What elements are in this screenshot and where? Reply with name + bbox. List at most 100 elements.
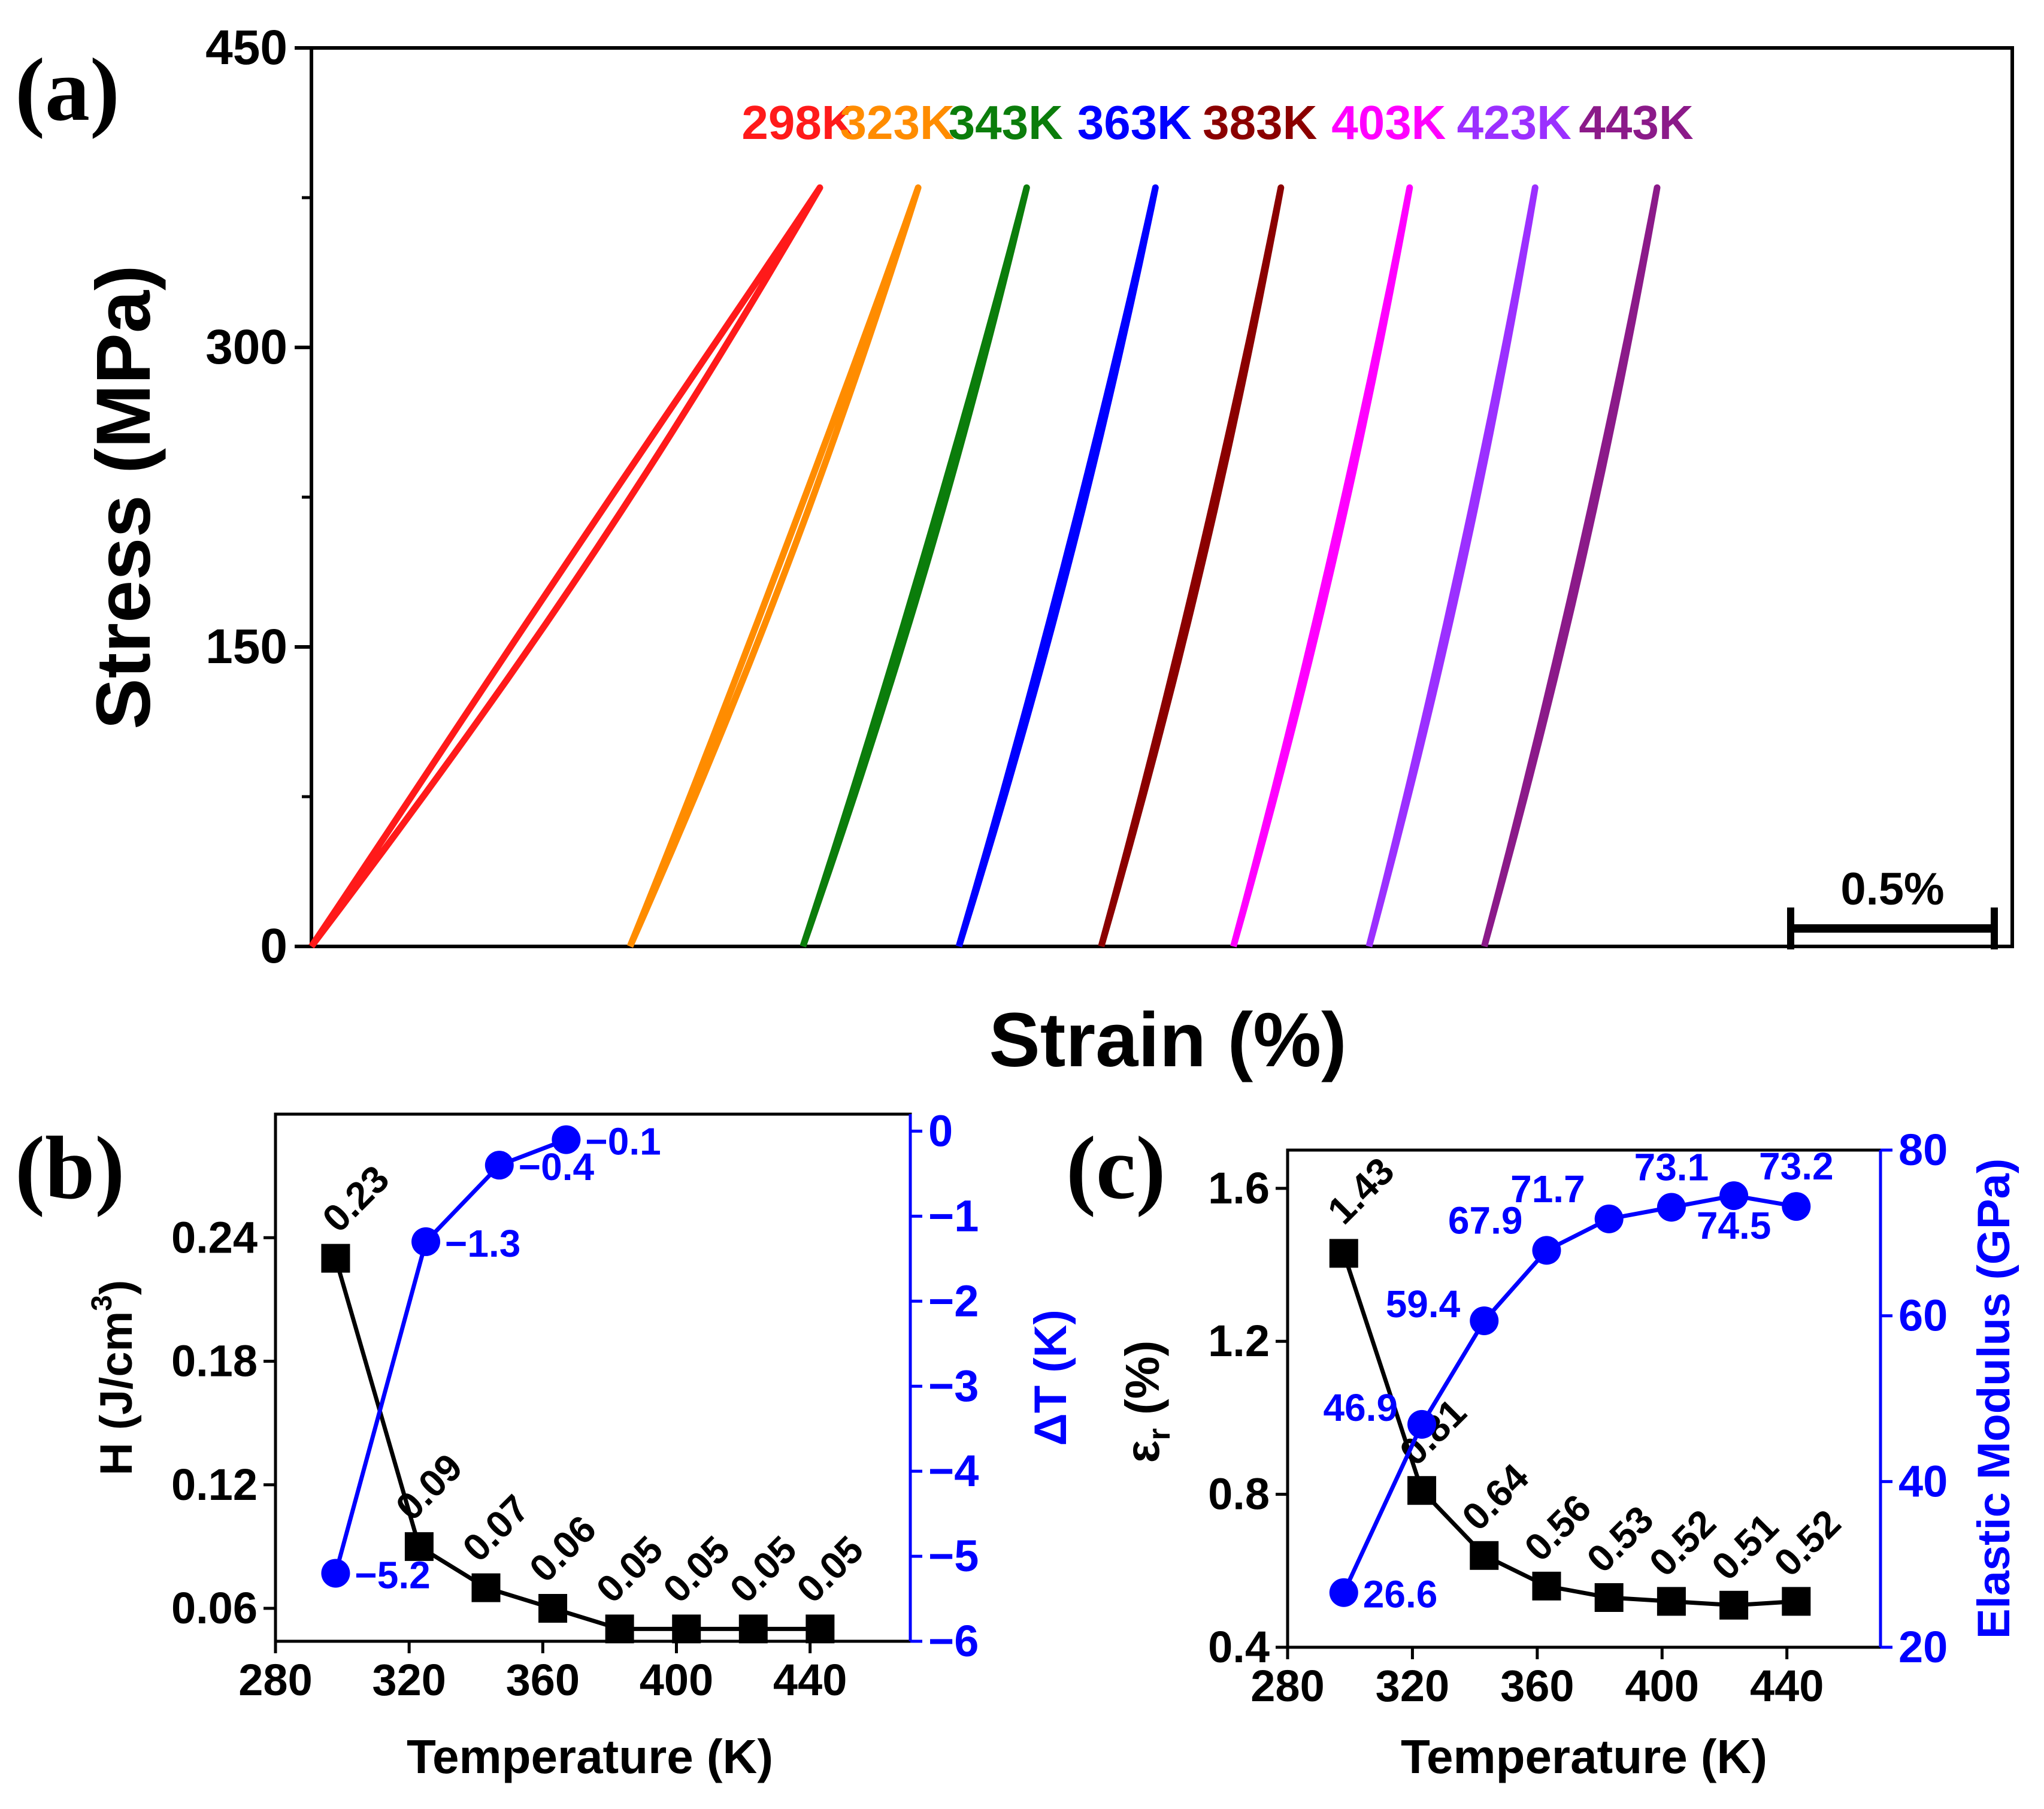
panel-c-tag: (c)	[1066, 1118, 1165, 1218]
panel-b-y-left-tick-label: 0.24	[171, 1212, 258, 1262]
panel-c-circle-marker	[1782, 1192, 1811, 1221]
panel-b-data: 0.230.090.070.060.050.050.050.05−5.2−1.3…	[314, 1120, 871, 1644]
panel-b-square-marker	[321, 1244, 350, 1273]
panel-c-y-right-tick-label: 80	[1898, 1125, 1948, 1175]
panel-c-data-label: 1.43	[1319, 1149, 1403, 1232]
panel-c-x-tick-label: 360	[1500, 1661, 1574, 1711]
panel-c-data-label: 73.2	[1759, 1145, 1834, 1188]
panel-b-tag: (b)	[15, 1118, 125, 1218]
panel-c-square-marker	[1329, 1239, 1358, 1268]
panel-c-square-marker	[1782, 1587, 1811, 1616]
panel-b-square-marker	[806, 1614, 835, 1644]
panel-c-y-left-tick-label: 1.2	[1208, 1316, 1270, 1366]
stress-strain-loop-403K	[1230, 184, 1413, 948]
panel-a-ylabel: Stress (MPa)	[81, 265, 166, 729]
panel-c-y-right-tick-label: 60	[1898, 1291, 1948, 1341]
panel-b-y-left-tick-label: 0.06	[171, 1583, 258, 1633]
panel-c-data-label: 71.7	[1510, 1167, 1585, 1211]
panel-c-y-right-tick-label: 40	[1898, 1456, 1948, 1506]
panel-c-xlabel: Temperature (K)	[1401, 1730, 1767, 1783]
panel-a-y-tick-label: 450	[205, 20, 287, 75]
panel-a-xlabel: Strain (%)	[989, 997, 1346, 1083]
panel-b-y-left-tick-label: 0.18	[171, 1336, 258, 1386]
panel-a-y-tick-label: 300	[205, 320, 287, 374]
panel-c-y-left-tick-label: 1.6	[1208, 1163, 1270, 1213]
panel-b-square-marker	[738, 1614, 768, 1644]
panel-b-data-label: −5.2	[355, 1553, 430, 1596]
panel-c-data-label: 0.52	[1766, 1501, 1849, 1584]
panel-b-circle-marker	[411, 1227, 441, 1256]
panel-a-curves	[308, 184, 1661, 949]
panel-b-data-label: 0.05	[655, 1527, 738, 1611]
panel-a-plot-frame	[310, 46, 2014, 948]
panel-b-ylabel-left-close: )	[91, 1280, 142, 1295]
panel-b-x-tick-label: 280	[238, 1655, 312, 1705]
panel-b-ylabel-left-sup: 3	[86, 1295, 118, 1311]
panel-c-square-marker	[1657, 1587, 1686, 1616]
panel-c-data-label: 0.64	[1453, 1455, 1537, 1538]
panel-b-line-right	[334, 1138, 567, 1574]
panel-b-square-marker	[404, 1532, 434, 1561]
panel-c-square-marker	[1532, 1571, 1561, 1601]
panel-b-y-right-tick-label: −4	[928, 1446, 979, 1496]
panel-c-data-label: 74.5	[1697, 1204, 1772, 1247]
panel-c-square-marker	[1407, 1476, 1437, 1505]
panel-b-circle-marker	[321, 1559, 350, 1588]
panel-c-data-label: 73.1	[1634, 1145, 1709, 1188]
curve-label-383K: 383K	[1203, 96, 1317, 149]
panel-c-x-tick-label: 440	[1750, 1661, 1824, 1711]
panel-b-square-marker	[538, 1594, 568, 1623]
panel-c-circle-marker	[1470, 1306, 1499, 1335]
panel-b-data-label: 0.05	[788, 1527, 871, 1611]
panel-a-y-tick-label: 0	[260, 919, 287, 973]
panel-b-data-label: −1.3	[445, 1222, 520, 1265]
panel-b-xlabel: Temperature (K)	[407, 1730, 773, 1783]
panel-c-ylabel-left-main: ε	[1116, 1440, 1169, 1463]
panel-b-ylabel-left: H (J/cm3)	[86, 1280, 142, 1476]
panel-c-square-marker	[1470, 1541, 1499, 1570]
panel-b-y-right-tick-label: −1	[928, 1191, 979, 1241]
stress-strain-loop-343K	[800, 184, 1030, 948]
panel-b-y-right-tick-label: −3	[928, 1361, 979, 1411]
panel-c-ticks: 280 320 360 400 440 0.4 0.8 1.2 1.6 20 40 60 80	[1208, 1125, 1948, 1711]
panel-c-square-marker	[1594, 1583, 1624, 1612]
panel-b-y-left-tick-label: 0.12	[171, 1460, 258, 1509]
panel-b-data-label: 0.23	[314, 1157, 397, 1241]
panel-c-y-left-tick-label: 0.8	[1208, 1469, 1270, 1519]
curve-label-423K: 423K	[1457, 96, 1571, 149]
curve-label-298K: 298K	[741, 96, 856, 149]
panel-b-circle-marker	[484, 1151, 514, 1180]
panel-c-circle-marker	[1719, 1181, 1749, 1211]
panel-c-circle-marker	[1329, 1578, 1358, 1607]
panel-b-x-tick-label: 400	[640, 1655, 713, 1705]
panel-b-y-right-tick-label: 0	[928, 1106, 953, 1155]
panel-c-data-label: 59.4	[1386, 1282, 1461, 1326]
panel-c-data-label: 26.6	[1363, 1573, 1438, 1616]
curve-label-403K: 403K	[1331, 96, 1446, 149]
panel-c-y-left-tick-label: 0.4	[1208, 1622, 1270, 1672]
panel-c-x-tick-label: 280	[1250, 1661, 1324, 1711]
panel-b-y-right-tick-label: −2	[928, 1276, 979, 1326]
panel-b-data-label: 0.09	[387, 1445, 471, 1529]
panel-b-y-right-tick-label: −6	[928, 1616, 979, 1666]
panel-c: (c) 280 320 360 400 4400.40.81.21.620406080 …	[1066, 1118, 2019, 1783]
stress-strain-loop-363K	[955, 184, 1159, 948]
panel-c-ylabel-left-sub: r	[1142, 1428, 1177, 1440]
panel-a-y-tick-label: 150	[205, 619, 287, 674]
panel-b-data-label: −0.4	[519, 1145, 595, 1188]
panel-c-circle-marker	[1407, 1409, 1437, 1439]
panel-b-ticks: 280 320 360 400 440 0.06 0.12 0.18 0.24 0 −1 −2 −3 −4…	[171, 1106, 979, 1705]
panel-b-square-marker	[672, 1614, 701, 1644]
panel-a-y-ticks: 0 150 300 450	[205, 20, 311, 973]
curve-label-323K: 323K	[840, 96, 955, 149]
panel-c-circle-marker	[1594, 1204, 1624, 1233]
panel-c-data-label: 67.9	[1448, 1199, 1523, 1242]
stress-strain-loop-323K	[626, 184, 922, 948]
panel-b-square-marker	[605, 1614, 634, 1644]
panel-c-x-tick-label: 320	[1376, 1661, 1449, 1711]
stress-strain-loop-298K	[308, 184, 823, 949]
panel-c-x-tick-label: 400	[1625, 1661, 1699, 1711]
